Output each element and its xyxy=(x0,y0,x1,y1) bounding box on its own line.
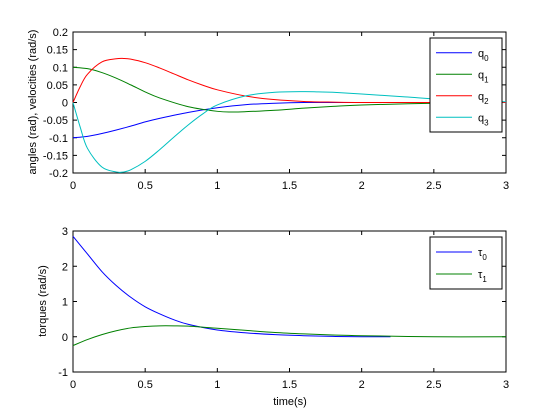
x-tick-label: 2.5 xyxy=(426,180,441,192)
x-tick-label: 1.5 xyxy=(282,180,297,192)
series-line-top-2 xyxy=(72,57,506,104)
series-line-bottom-0 xyxy=(72,235,391,338)
x-tick-label: 0.5 xyxy=(138,379,153,391)
x-tick-label: 3 xyxy=(503,379,509,391)
y-axis-label-top: angles (rad), velocities (rad/s) xyxy=(27,30,39,175)
y-tick-label: 0 xyxy=(62,332,68,344)
x-tick-label: 0 xyxy=(70,379,76,391)
legend-box xyxy=(429,236,503,290)
legend-entry-name: q xyxy=(478,69,484,81)
y-tick-label: 0 xyxy=(62,98,68,110)
y-tick-label: 0.05 xyxy=(47,80,68,92)
y-tick-label: -1 xyxy=(58,367,68,379)
x-tick-label: 0 xyxy=(70,180,76,192)
legend-entry: q0 xyxy=(478,48,489,63)
x-axis-label-bottom: time(s) xyxy=(273,396,307,408)
series-line-top-1 xyxy=(72,66,507,113)
legend-entry-name: τ xyxy=(478,269,483,281)
y-tick-label: -0.15 xyxy=(43,150,68,162)
legend-entry-subscript: 1 xyxy=(482,275,487,284)
y-tick-label: 2 xyxy=(62,261,68,273)
legend-entry-subscript: 0 xyxy=(482,253,487,262)
series-line-top-3 xyxy=(72,91,507,173)
legend-entry-subscript: 2 xyxy=(484,97,489,106)
legend-box xyxy=(429,37,503,133)
x-tick-label: 1.5 xyxy=(282,379,297,391)
y-tick-label: 0.15 xyxy=(47,45,68,57)
legend-entry-name: τ xyxy=(478,247,483,259)
series-line-bottom-1 xyxy=(72,325,507,347)
x-tick-label: 3 xyxy=(503,180,509,192)
y-tick-label: -0.1 xyxy=(49,133,68,145)
legend-entry-name: q xyxy=(478,112,484,124)
x-tick-label: 1 xyxy=(214,180,220,192)
angles-velocities-plot: 0 0.5 1 1.5 2 2.5 3 -0.2 -0.15 -0.1 -0.05 0 0.05 0.1 0… xyxy=(27,27,509,192)
x-tick-label: 2 xyxy=(359,379,365,391)
y-tick-label: 0.2 xyxy=(53,27,68,39)
legend-entry-subscript: 3 xyxy=(484,118,489,127)
x-tick-label: 2.5 xyxy=(426,379,441,391)
y-tick-label: 0.1 xyxy=(53,62,68,74)
x-tick-label: 0.5 xyxy=(138,180,153,192)
ticks-top: 0 0.5 1 1.5 2 2.5 3 -0.2 -0.15 -0.1 -0.05 0 0.05 0.1 0… xyxy=(43,27,509,192)
x-tick-label: 1 xyxy=(214,379,220,391)
y-tick-label: 3 xyxy=(62,226,68,238)
x-tick-label: 2 xyxy=(359,180,365,192)
y-tick-label: -0.05 xyxy=(43,115,68,127)
series-bottom xyxy=(72,235,507,347)
series-top xyxy=(72,57,507,173)
y-axis-label-bottom: torques (rad/s) xyxy=(37,265,49,337)
y-tick-label: 1 xyxy=(62,297,68,309)
legend-entry: τ0 xyxy=(478,247,487,262)
legend-entry: q2 xyxy=(478,91,489,106)
legend-entry: τ1 xyxy=(478,269,487,284)
legend-entry-subscript: 0 xyxy=(484,54,489,63)
legend-entry-name: q xyxy=(478,91,484,103)
legend-entry: q1 xyxy=(478,69,489,84)
y-tick-label: -0.2 xyxy=(49,168,68,180)
legend-entry: q3 xyxy=(478,112,489,127)
legend-entry-name: q xyxy=(478,48,484,60)
legend-entry-subscript: 1 xyxy=(484,75,489,84)
